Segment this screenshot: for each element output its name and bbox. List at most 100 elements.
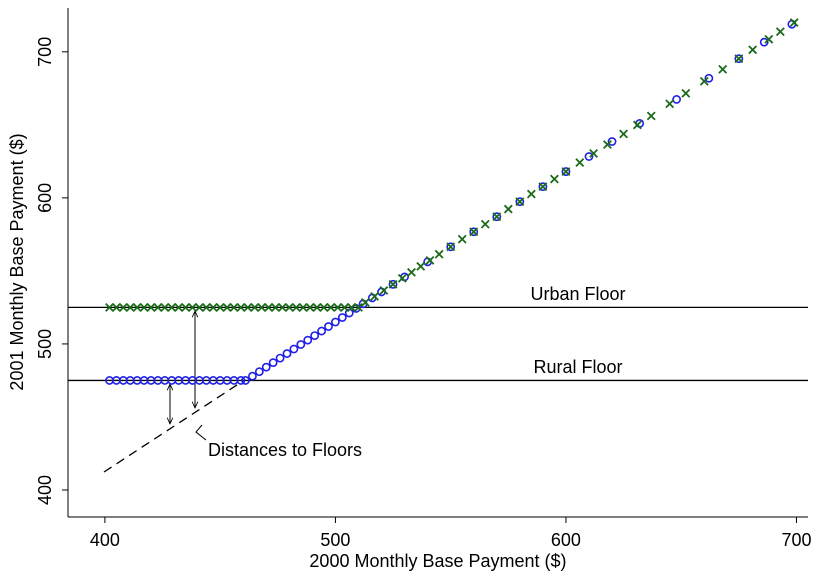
point (296, 340, 306, 349)
floor-label: Urban Floor (530, 284, 625, 304)
annotation-pointer (195, 424, 207, 441)
point (111, 302, 121, 312)
point (469, 227, 479, 237)
point (201, 302, 211, 312)
point (167, 302, 177, 312)
point (222, 302, 232, 312)
point (469, 227, 479, 237)
x-tick-label: 700 (781, 530, 811, 550)
point (646, 111, 656, 121)
point (118, 302, 128, 312)
point (326, 302, 336, 312)
point (446, 242, 456, 252)
point (699, 76, 709, 86)
point (248, 371, 257, 381)
point (333, 302, 343, 312)
point (324, 322, 333, 331)
point (549, 174, 559, 184)
point (310, 331, 320, 341)
point (291, 302, 301, 312)
point (337, 313, 347, 322)
point (132, 302, 142, 312)
point (515, 197, 525, 207)
point (603, 140, 612, 149)
point (229, 302, 239, 312)
point (271, 302, 280, 312)
point (515, 197, 525, 207)
point (734, 54, 744, 64)
point (284, 302, 294, 312)
y-tick-label: 500 (35, 329, 55, 359)
point (305, 302, 315, 312)
point (665, 99, 675, 109)
point (250, 302, 260, 312)
point (298, 302, 308, 312)
point (446, 242, 456, 252)
x-axis-title: 2000 Monthly Base Payment ($) (309, 551, 566, 571)
point (589, 149, 599, 158)
point (397, 273, 407, 283)
point (282, 349, 292, 358)
point (194, 302, 204, 312)
point (268, 358, 278, 368)
y-tick-label: 600 (35, 183, 55, 213)
point (312, 302, 322, 312)
point (188, 302, 197, 312)
point (416, 261, 426, 271)
point (619, 129, 629, 139)
point (407, 267, 416, 277)
point (575, 158, 585, 167)
point (125, 302, 135, 312)
point (748, 45, 758, 55)
point (347, 302, 356, 312)
point (370, 292, 380, 301)
point (105, 302, 114, 312)
point (153, 302, 163, 312)
floor-label: Rural Floor (533, 357, 622, 377)
reference-line (103, 380, 244, 473)
point (277, 302, 287, 312)
point (718, 64, 728, 74)
point (538, 182, 548, 192)
point (243, 302, 253, 312)
annotation: Distances to Floors (208, 440, 362, 460)
point (764, 34, 774, 44)
point (303, 335, 313, 345)
point (561, 167, 571, 176)
point (789, 18, 799, 28)
x-tick-label: 500 (320, 530, 350, 550)
point (208, 302, 218, 312)
point (261, 362, 271, 372)
point (264, 302, 273, 312)
point (160, 302, 170, 312)
point (388, 279, 398, 289)
point (561, 167, 571, 177)
point (146, 302, 156, 312)
point (317, 326, 326, 336)
point (241, 376, 250, 385)
point (236, 302, 246, 312)
y-axis-title: 2001 Monthly Base Payment ($) (7, 133, 27, 390)
point (181, 302, 191, 312)
point (254, 367, 264, 377)
point (492, 212, 502, 222)
point (538, 182, 548, 192)
point (480, 219, 490, 229)
point (425, 255, 435, 265)
point (526, 189, 536, 199)
point (215, 302, 225, 312)
x-tick-label: 400 (90, 530, 120, 550)
point (236, 376, 246, 385)
point (340, 302, 350, 312)
point (354, 302, 363, 312)
point (492, 212, 502, 222)
point (734, 54, 744, 64)
point (672, 95, 681, 104)
point (759, 37, 769, 47)
point (139, 302, 149, 312)
point (434, 249, 444, 259)
point (331, 317, 340, 327)
point (681, 88, 691, 98)
point (275, 353, 285, 363)
